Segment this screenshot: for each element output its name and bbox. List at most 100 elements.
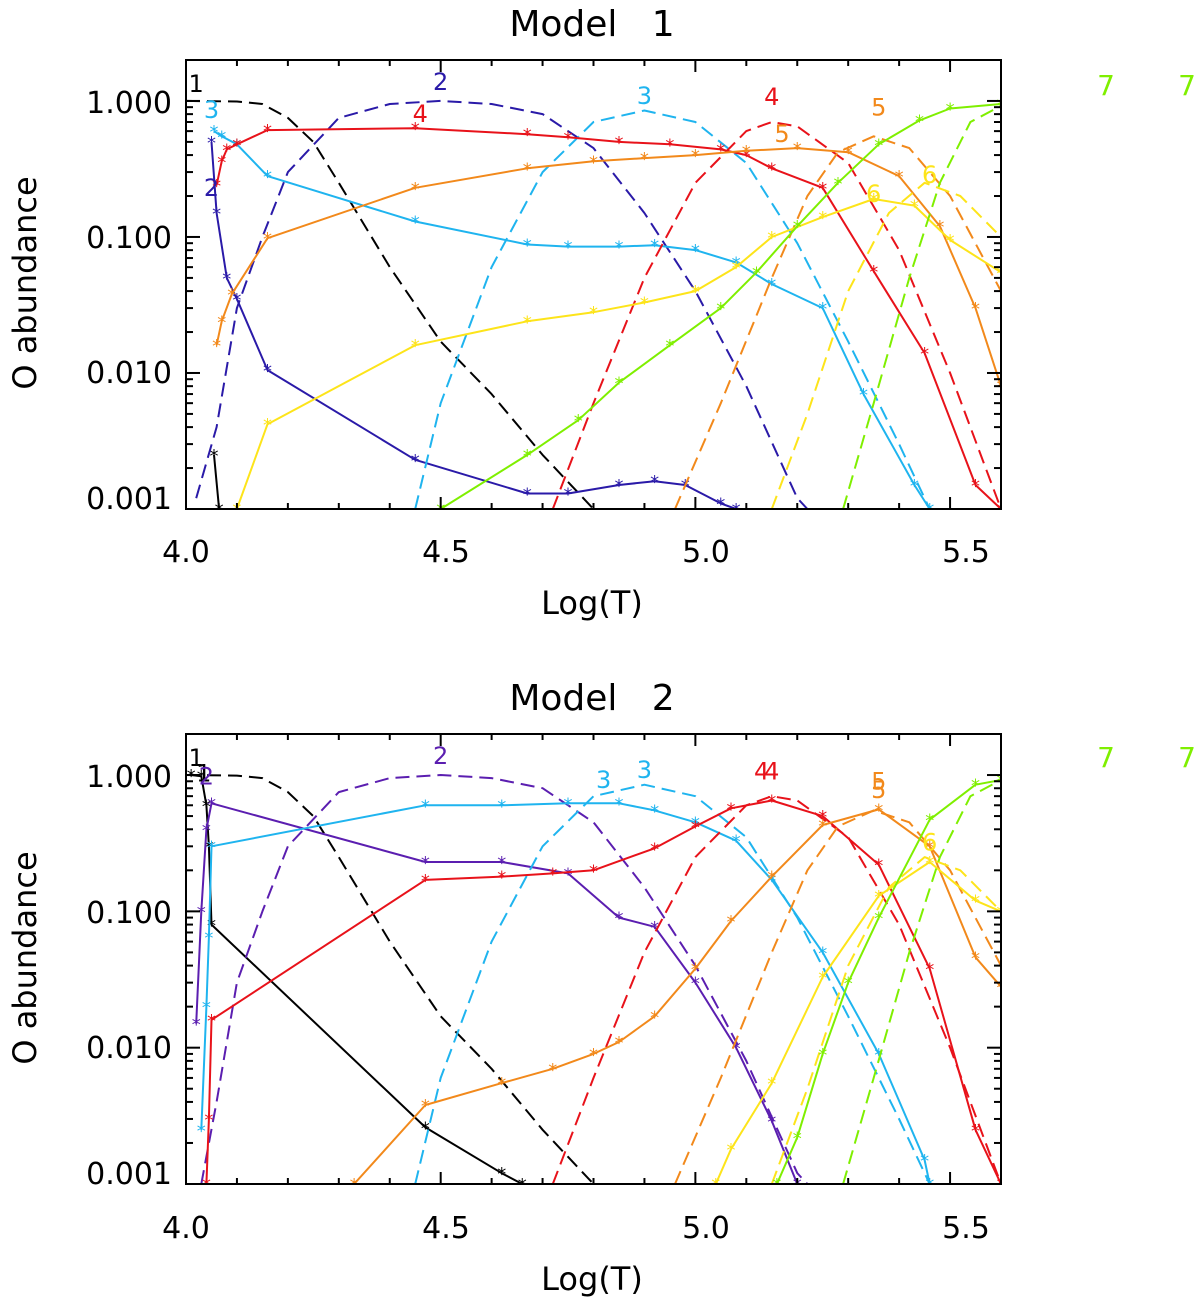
data-point-marker: * — [767, 871, 776, 892]
axis-ticks — [185, 59, 1002, 510]
data-point-marker: * — [523, 236, 532, 257]
data-point-marker: * — [421, 871, 430, 892]
data-point-marker: * — [793, 217, 802, 238]
data-point-marker: * — [844, 974, 853, 995]
series-7-solid-line — [440, 103, 1001, 509]
series-label: 6 — [922, 828, 937, 856]
series-label: 5 — [871, 768, 886, 796]
data-point-marker: * — [523, 485, 532, 506]
data-point-marker: * — [421, 1096, 430, 1117]
series-label: 2 — [204, 174, 219, 202]
series-label: 2 — [433, 742, 448, 770]
data-point-marker: * — [589, 303, 598, 324]
series-label: 4 — [764, 83, 779, 111]
series-5-solid-line — [215, 147, 1001, 387]
data-point-marker: * — [210, 446, 219, 467]
x-axis-label: Log(T) — [541, 584, 643, 622]
data-point-marker: * — [615, 133, 624, 154]
data-point-marker: * — [232, 135, 241, 156]
series-6-dashed-line — [770, 181, 1001, 509]
data-point-marker: * — [589, 152, 598, 173]
data-point-marker: * — [640, 294, 649, 315]
x-tick-label: 5.0 — [682, 535, 730, 570]
data-point-marker: * — [946, 100, 955, 121]
series-3-solid-line — [213, 130, 931, 509]
data-point-marker: * — [691, 241, 700, 262]
series-2-solid-line — [210, 141, 737, 509]
data-point-marker: * — [615, 238, 624, 259]
data-point-marker: * — [197, 1121, 206, 1142]
data-point-marker: * — [920, 1151, 929, 1172]
data-point-marker: * — [411, 336, 420, 357]
chart-title: Model 2 — [509, 678, 674, 719]
series-label: 2 — [433, 68, 448, 96]
series-4-solid-line — [215, 127, 1001, 509]
series-5-solid-line — [353, 808, 1001, 1184]
series-3-solid-line — [200, 802, 931, 1184]
plot-marks: ****************************************… — [186, 742, 1006, 1196]
data-point-marker: * — [217, 152, 226, 173]
data-point-marker: * — [548, 864, 557, 885]
y-tick-label: 0.001 — [86, 482, 172, 517]
data-point-marker: * — [946, 231, 955, 252]
data-point-marker: * — [732, 1039, 741, 1060]
data-point-marker: * — [874, 887, 883, 908]
series-4-solid-line — [205, 799, 1001, 1184]
series-5-dashed-line — [674, 809, 1001, 1184]
series-label: 3 — [637, 756, 652, 784]
data-point-marker: * — [818, 208, 827, 229]
series-1-solid-line — [213, 454, 221, 509]
data-point-marker: * — [895, 167, 904, 188]
data-point-marker: * — [421, 853, 430, 874]
series-label: 1 — [189, 70, 204, 98]
data-point-marker: * — [564, 485, 573, 506]
data-point-marker: * — [767, 1074, 776, 1095]
data-point-marker: * — [589, 1045, 598, 1066]
data-point-marker: * — [767, 228, 776, 249]
data-point-marker: * — [925, 853, 934, 874]
data-point-marker: * — [523, 312, 532, 333]
chart-model-2: Model 2 Log(T) O abundance 7 7 4.0 4.5 5… — [6, 678, 1196, 1298]
x-tick-label: 4.5 — [422, 1211, 470, 1246]
data-point-marker: * — [935, 217, 944, 238]
data-point-marker: * — [665, 135, 674, 156]
series-label: 2 — [199, 763, 214, 791]
data-point-marker: * — [767, 868, 776, 889]
data-point-marker: * — [197, 902, 206, 923]
x-tick-label: 4.0 — [162, 1211, 210, 1246]
data-point-marker: * — [691, 813, 700, 834]
data-point-marker: * — [212, 204, 221, 225]
chart-title: Model 1 — [509, 4, 674, 45]
outside-label-7: 7 — [1097, 69, 1115, 102]
data-point-marker: * — [742, 142, 751, 163]
data-point-marker: * — [263, 361, 272, 382]
data-point-marker: * — [564, 794, 573, 815]
series-label: 3 — [204, 96, 219, 124]
data-point-marker: * — [232, 135, 241, 156]
y-tick-label: 1.000 — [86, 760, 172, 795]
series-6-dashed-line — [770, 856, 1001, 1184]
data-point-marker: * — [212, 176, 221, 197]
x-tick-label: 4.5 — [422, 535, 470, 570]
data-point-marker: * — [232, 290, 241, 311]
x-axis-label: Log(T) — [541, 1260, 643, 1298]
data-point-marker: * — [997, 500, 1006, 521]
data-point-marker: * — [207, 916, 216, 937]
data-point-marker: * — [640, 149, 649, 170]
series-label: 4 — [764, 757, 779, 785]
data-point-marker: * — [818, 179, 827, 200]
data-point-marker: * — [207, 794, 216, 815]
data-point-marker: * — [732, 500, 741, 521]
data-point-marker: * — [650, 1007, 659, 1028]
series-label: 4 — [754, 757, 769, 785]
data-point-marker: * — [716, 140, 725, 161]
data-point-marker: * — [210, 122, 219, 143]
series-label: 5 — [871, 776, 886, 804]
data-point-marker: * — [497, 1164, 506, 1185]
data-point-marker: * — [818, 816, 827, 837]
data-point-marker: * — [263, 229, 272, 250]
data-point-marker: * — [997, 1175, 1006, 1196]
y-axis-label: O abundance — [6, 176, 44, 389]
data-point-marker: * — [925, 500, 934, 521]
data-point-marker: * — [691, 960, 700, 981]
